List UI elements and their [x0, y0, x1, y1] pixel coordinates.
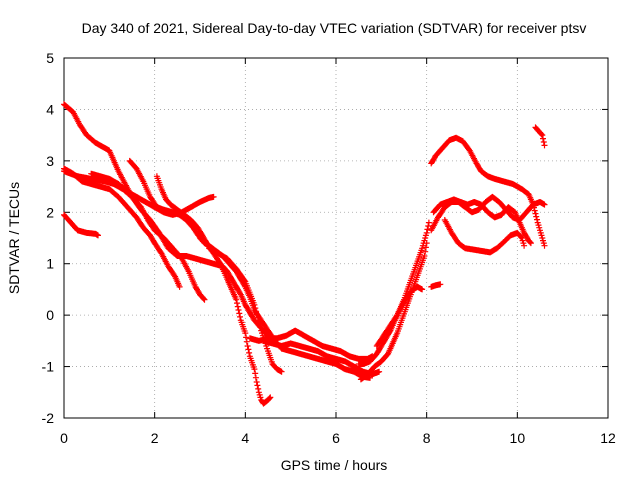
series-track-18: [441, 217, 528, 256]
data-point-markers: [206, 245, 285, 375]
y-axis: -2 -1 0 1 2 3 4 5: [42, 50, 608, 426]
y-tick-label: 5: [46, 50, 54, 66]
data-point-markers: [61, 211, 101, 239]
y-axis-title: SDTVAR / TECUs: [6, 182, 22, 294]
series-track-17: [430, 196, 534, 247]
x-axis-title: GPS time / hours: [281, 457, 388, 473]
series-layer: [61, 101, 548, 407]
series-track-19: [532, 124, 548, 149]
x-tick-label: 2: [151, 430, 159, 446]
y-tick-label: 1: [46, 256, 54, 272]
y-tick-label: 4: [46, 101, 54, 117]
series-track-3: [61, 168, 208, 303]
y-tick-label: 2: [46, 204, 54, 220]
series-track-8: [206, 245, 285, 375]
series-track-13: [373, 283, 426, 349]
data-point-markers: [61, 168, 208, 303]
series-track-7: [153, 173, 274, 407]
y-tick-label: 3: [46, 153, 54, 169]
y-tick-label: -2: [42, 410, 55, 426]
series-track-5: [88, 170, 217, 218]
series-track-15: [428, 134, 548, 249]
x-tick-label: 4: [241, 430, 249, 446]
y-tick-label: -1: [42, 359, 55, 375]
x-tick-label: 6: [332, 430, 340, 446]
series-track-14: [428, 281, 444, 290]
chart-title: Day 340 of 2021, Sidereal Day-to-day VTE…: [82, 20, 587, 36]
data-point-markers: [373, 283, 426, 349]
data-point-markers: [532, 124, 548, 149]
x-tick-label: 0: [60, 430, 68, 446]
data-point-markers: [441, 217, 528, 256]
x-tick-label: 8: [423, 430, 431, 446]
data-point-markers: [428, 134, 548, 249]
x-tick-label: 10: [510, 430, 526, 446]
data-point-markers: [88, 170, 217, 218]
data-point-markers: [153, 173, 274, 407]
data-point-markers: [428, 281, 444, 290]
y-tick-label: 0: [46, 307, 54, 323]
x-axis: 0 2 4 6 8 10 12: [60, 58, 616, 446]
x-tick-label: 12: [600, 430, 616, 446]
data-point-markers: [430, 196, 534, 247]
series-track-4: [61, 211, 101, 239]
